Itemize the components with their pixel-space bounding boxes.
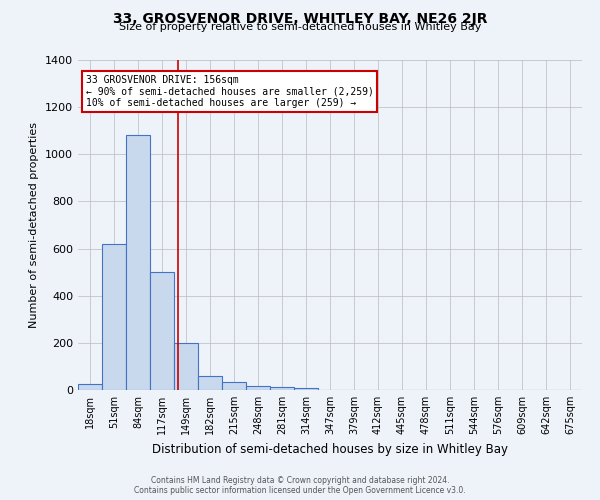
Bar: [222, 382, 246, 390]
Bar: [246, 386, 270, 390]
Bar: [174, 343, 198, 390]
Y-axis label: Number of semi-detached properties: Number of semi-detached properties: [29, 122, 40, 328]
Bar: [126, 136, 150, 390]
X-axis label: Distribution of semi-detached houses by size in Whitley Bay: Distribution of semi-detached houses by …: [152, 442, 508, 456]
Text: 33 GROSVENOR DRIVE: 156sqm
← 90% of semi-detached houses are smaller (2,259)
10%: 33 GROSVENOR DRIVE: 156sqm ← 90% of semi…: [86, 75, 373, 108]
Bar: [102, 244, 126, 390]
Text: 33, GROSVENOR DRIVE, WHITLEY BAY, NE26 2JR: 33, GROSVENOR DRIVE, WHITLEY BAY, NE26 2…: [113, 12, 487, 26]
Bar: [270, 387, 294, 390]
Bar: [198, 376, 222, 390]
Bar: [294, 388, 318, 390]
Text: Size of property relative to semi-detached houses in Whitley Bay: Size of property relative to semi-detach…: [119, 22, 481, 32]
Bar: [78, 384, 102, 390]
Text: Contains HM Land Registry data © Crown copyright and database right 2024.
Contai: Contains HM Land Registry data © Crown c…: [134, 476, 466, 495]
Bar: [150, 272, 174, 390]
